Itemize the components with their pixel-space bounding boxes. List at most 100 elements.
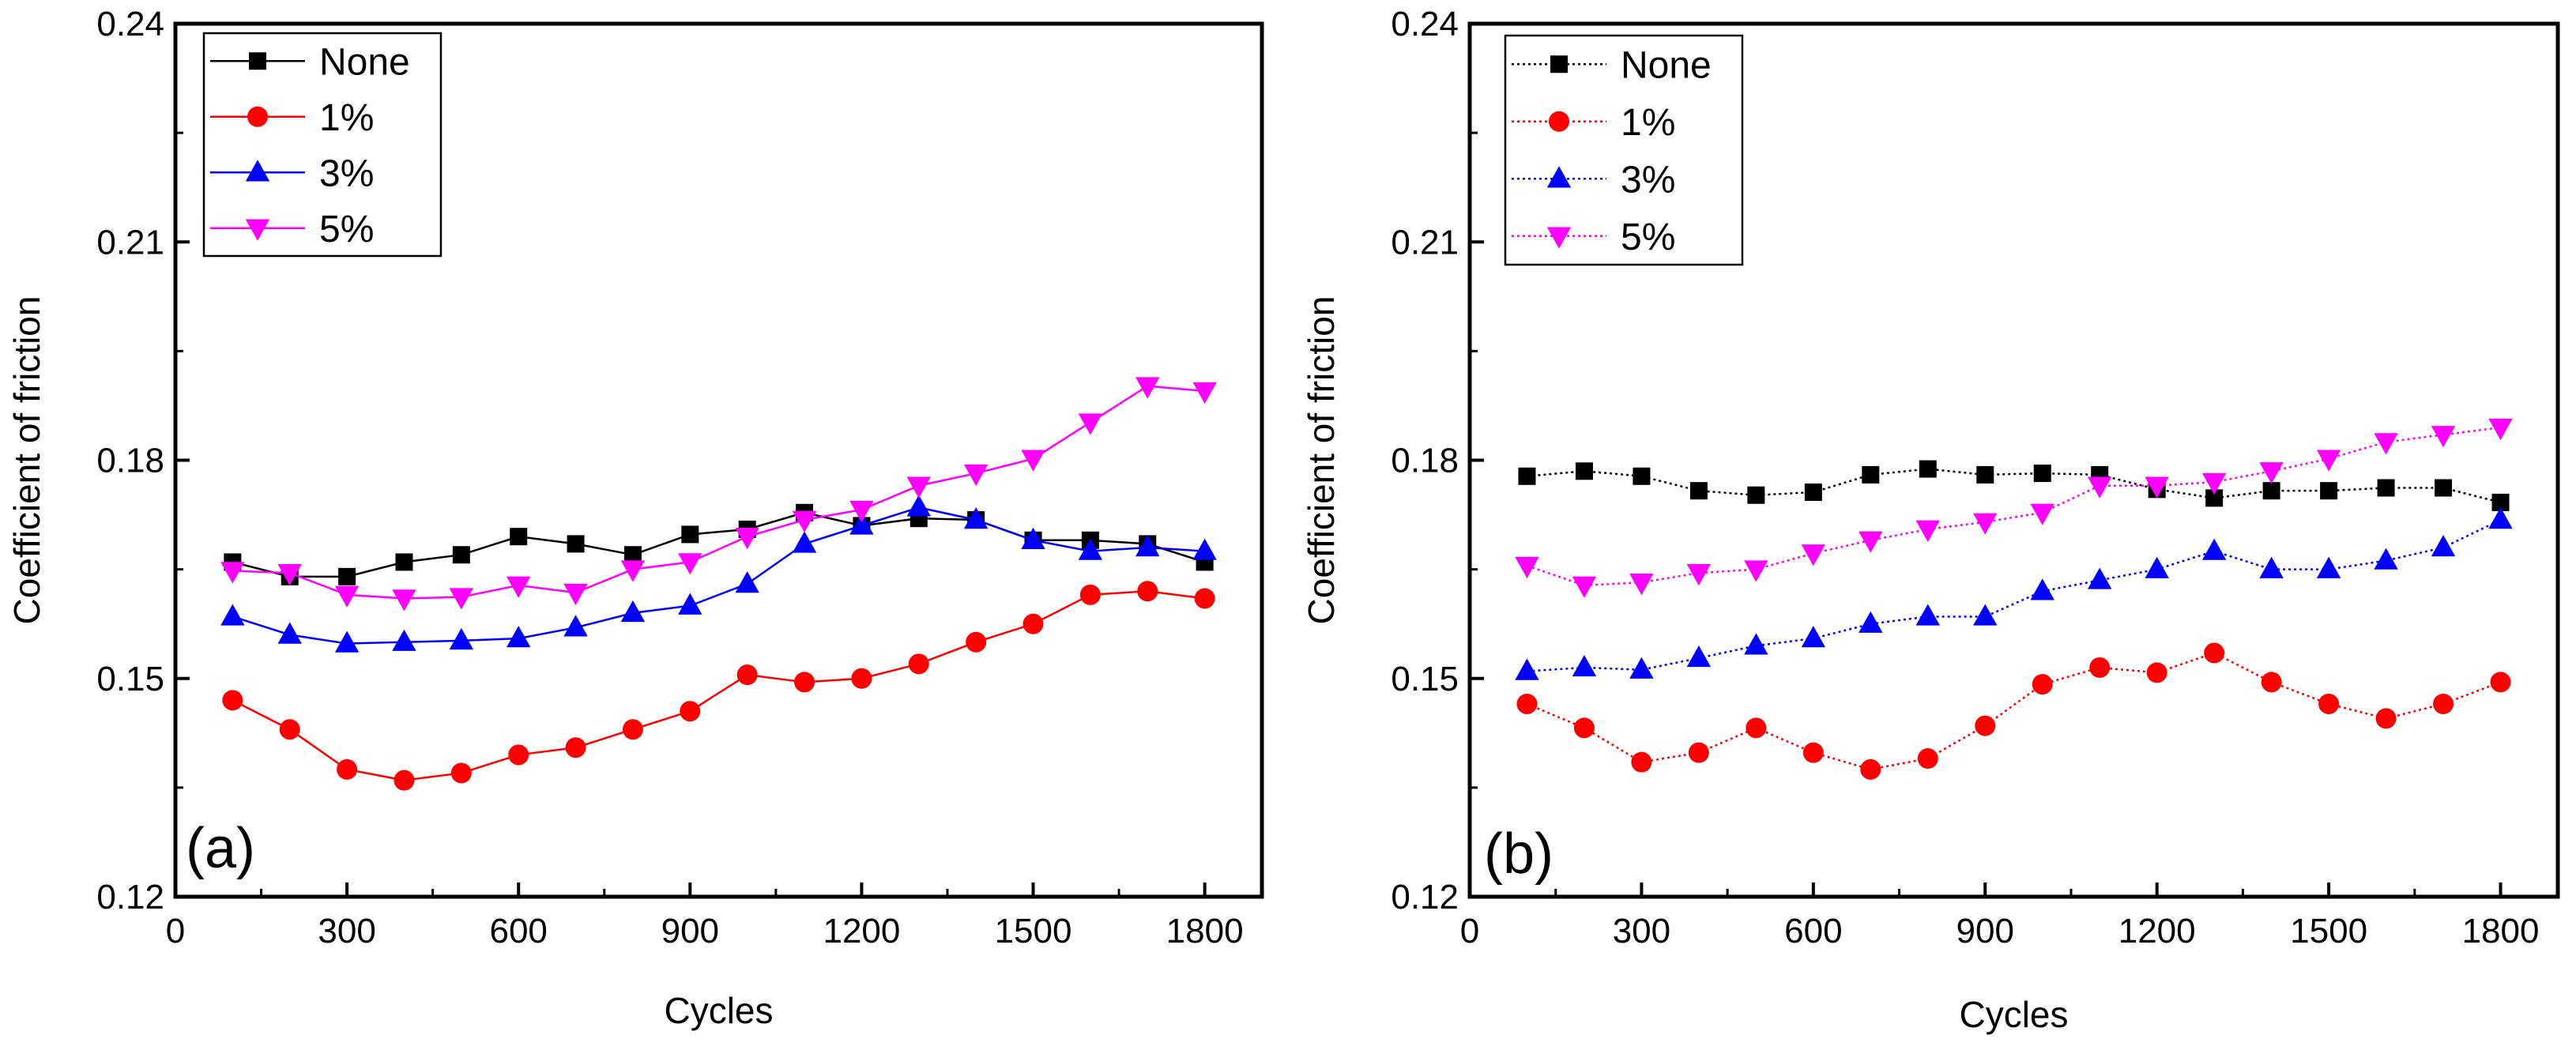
data-point bbox=[2316, 556, 2341, 578]
data-point bbox=[1631, 751, 1652, 773]
series-3pct bbox=[1515, 507, 2513, 680]
data-point bbox=[2488, 418, 2513, 441]
chart-panel-b: 0 300 600 900 1200 1500 1800 0.12 0.15 0.18 0.21 0.… bbox=[1301, 5, 2560, 1035]
data-point bbox=[2488, 507, 2513, 529]
data-point bbox=[567, 535, 585, 553]
data-point bbox=[1022, 613, 1044, 634]
data-point bbox=[1135, 377, 1160, 399]
x-tick-label: 300 bbox=[1613, 912, 1670, 950]
data-point bbox=[678, 593, 702, 615]
data-point bbox=[1859, 611, 1883, 633]
series-none bbox=[224, 503, 1214, 585]
x-tick-label: 0 bbox=[166, 912, 185, 950]
legend-marker bbox=[1550, 55, 1568, 73]
data-point bbox=[678, 553, 702, 575]
data-point bbox=[1862, 465, 1880, 484]
legend-marker bbox=[1546, 227, 1572, 249]
series-none bbox=[1518, 460, 2510, 511]
data-point bbox=[1746, 717, 1767, 739]
data-point bbox=[849, 500, 874, 523]
y-tick-label: 0.12 bbox=[1391, 878, 1459, 916]
series-3pct bbox=[220, 495, 1217, 653]
series-line bbox=[232, 511, 1206, 578]
x-tick-label: 1800 bbox=[2462, 912, 2540, 950]
x-tick-label: 1800 bbox=[1166, 912, 1244, 950]
series-5pct bbox=[220, 377, 1217, 612]
legend-label: 5% bbox=[1621, 216, 1675, 258]
data-point bbox=[2201, 472, 2227, 495]
series-line bbox=[232, 385, 1205, 600]
y-tick-label: 0.12 bbox=[96, 878, 164, 916]
y-tick-label: 0.24 bbox=[1391, 5, 1459, 43]
data-point bbox=[394, 770, 415, 791]
legend-box bbox=[1504, 34, 1744, 266]
legend-label: 1% bbox=[319, 97, 374, 139]
data-point bbox=[507, 626, 531, 648]
data-point bbox=[736, 664, 758, 686]
data-point bbox=[2377, 479, 2395, 497]
data-point bbox=[507, 576, 531, 598]
series-line bbox=[1526, 652, 2501, 771]
data-point bbox=[735, 527, 759, 550]
data-point bbox=[2259, 462, 2284, 484]
data-point bbox=[2431, 426, 2456, 448]
data-point bbox=[1633, 467, 1651, 485]
x-tick-label: 0 bbox=[1460, 912, 1479, 950]
data-point bbox=[2320, 482, 2338, 500]
data-point bbox=[620, 600, 646, 623]
data-point bbox=[2204, 642, 2225, 664]
data-point bbox=[2259, 556, 2284, 578]
data-point bbox=[2145, 476, 2169, 499]
panel-label: (b) bbox=[1484, 822, 1554, 886]
y-tick-label: 0.18 bbox=[1391, 442, 1459, 480]
data-point bbox=[2033, 465, 2051, 483]
data-point bbox=[1516, 693, 1538, 714]
data-point bbox=[1859, 531, 1883, 553]
series-1pct bbox=[1516, 642, 2511, 780]
series-line bbox=[1527, 518, 2502, 672]
data-point bbox=[1079, 584, 1101, 605]
data-point bbox=[2374, 548, 2398, 570]
data-point bbox=[906, 476, 931, 499]
x-tick-label: 300 bbox=[318, 912, 375, 950]
data-point bbox=[2088, 476, 2112, 499]
data-point bbox=[1801, 544, 1826, 566]
data-point bbox=[1860, 758, 1881, 780]
data-point bbox=[1515, 556, 1539, 579]
data-point bbox=[963, 464, 989, 487]
legend-box bbox=[202, 32, 443, 258]
data-point bbox=[623, 546, 642, 564]
legend-marker bbox=[245, 160, 270, 182]
x-tick-label: 1200 bbox=[823, 912, 900, 950]
data-point bbox=[1021, 527, 1045, 549]
data-point bbox=[392, 589, 416, 612]
data-point bbox=[2316, 450, 2341, 472]
data-point bbox=[1575, 462, 1593, 480]
data-point bbox=[334, 585, 360, 608]
data-point bbox=[392, 629, 416, 651]
data-point bbox=[1135, 535, 1160, 557]
data-point bbox=[565, 737, 586, 758]
legend-marker bbox=[247, 106, 268, 127]
data-point bbox=[1689, 482, 1708, 500]
data-point bbox=[1801, 626, 1826, 648]
y-axis-title: Coefficient of friction bbox=[6, 296, 47, 625]
chart-panel-a: 0 300 600 900 1200 1500 1800 0.12 0.15 0.18 0.21 0.… bbox=[6, 5, 1264, 1031]
y-tick-label: 0.24 bbox=[96, 5, 164, 43]
data-point bbox=[2201, 538, 2227, 560]
legend-marker bbox=[1549, 111, 1569, 132]
x-tick-label: 1200 bbox=[2118, 912, 2196, 950]
data-point bbox=[338, 567, 356, 585]
data-point bbox=[1629, 657, 1654, 679]
x-tick-label: 600 bbox=[489, 912, 547, 950]
data-point bbox=[1917, 748, 1938, 770]
data-point bbox=[277, 564, 302, 586]
x-tick-label: 1500 bbox=[2290, 912, 2367, 950]
data-point bbox=[908, 653, 929, 675]
data-point bbox=[563, 583, 588, 606]
data-point bbox=[508, 744, 529, 766]
data-point bbox=[681, 525, 699, 544]
data-point bbox=[222, 690, 243, 711]
legend-label: 1% bbox=[1621, 102, 1675, 144]
